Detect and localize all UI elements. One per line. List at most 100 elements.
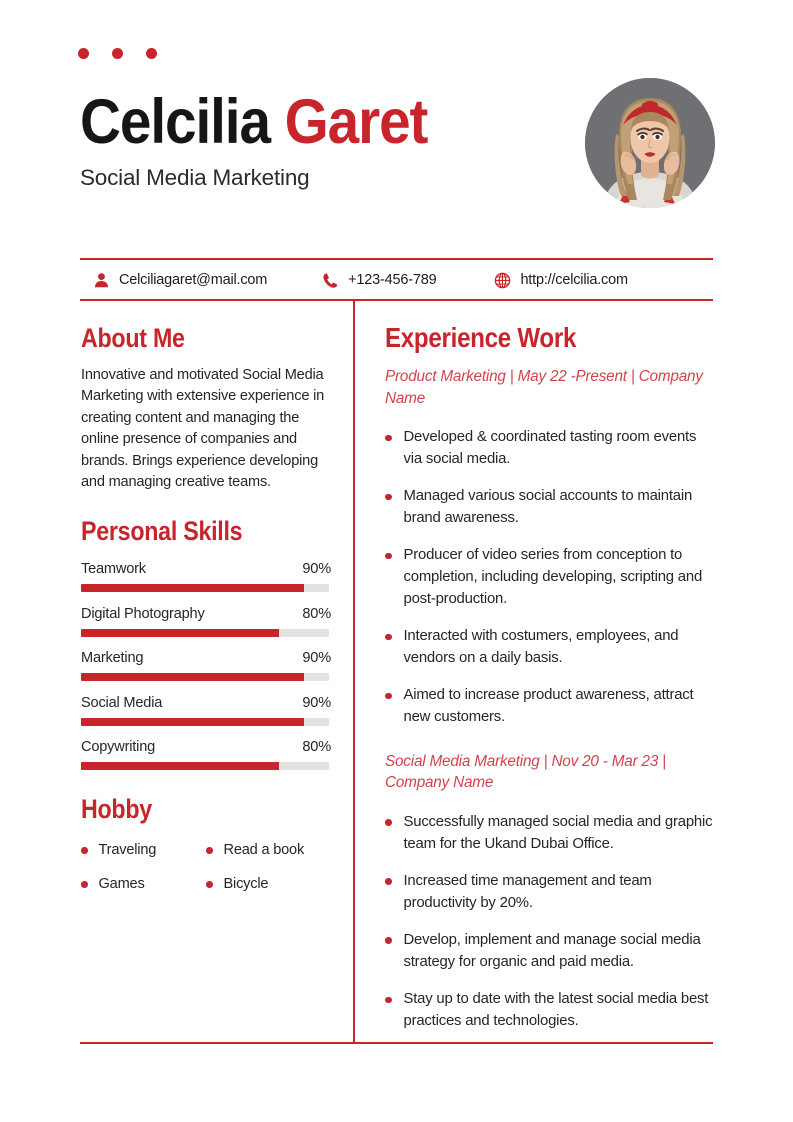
hobby-list: Traveling Read a book Games Bicycle (81, 842, 331, 892)
skill-item: Teamwork 90% (81, 561, 331, 593)
bullet-icon (385, 692, 392, 700)
job-bullet: Stay up to date with the latest social m… (385, 989, 713, 1033)
hobby-label: Traveling (98, 842, 157, 859)
job-bullet: Managed various social accounts to maint… (385, 486, 713, 530)
job-bullet: Producer of video series from conception… (385, 545, 713, 610)
contact-email-text: Celciliagaret@mail.com (119, 272, 268, 288)
skill-percent: 90% (302, 561, 331, 578)
job-bullet-text: Develop, implement and manage social med… (403, 931, 701, 970)
bullet-icon (385, 878, 392, 885)
avatar (585, 78, 715, 208)
skill-progress-fill (81, 628, 280, 637)
contact-website-text: http://celcilia.com (520, 272, 628, 288)
header: Celcilia Garet Social Media Marketing (80, 88, 720, 218)
skill-progress-track (81, 673, 329, 682)
bullet-icon (385, 633, 392, 641)
job-bullet-text: Producer of video series from conception… (403, 547, 703, 607)
job-bullet-text: Developed & coordinated tasting room eve… (403, 429, 697, 467)
person-icon (93, 272, 110, 289)
bullet-icon (385, 819, 392, 826)
contact-bar: Celciliagaret@mail.com +123-456-789 http… (80, 262, 713, 298)
skill-progress-fill (81, 762, 280, 771)
skill-percent: 90% (302, 694, 331, 711)
skills-title: Personal Skills (81, 516, 243, 547)
skill-label: Digital Photography (81, 605, 205, 622)
bullet-icon (206, 847, 213, 854)
job-heading: Product Marketing | May 22 -Present | Co… (385, 368, 703, 407)
left-column: About Me Innovative and motivated Social… (81, 322, 331, 892)
portrait-photo-icon (585, 78, 715, 208)
right-column: Experience Work Product Marketing | May … (385, 322, 713, 1048)
hobby-label: Bicycle (223, 876, 269, 893)
hobby-item: Read a book (206, 842, 331, 858)
skills-list: Teamwork 90% Digital Photography 80% Marketi… (81, 561, 331, 771)
contact-rule-bottom (80, 299, 713, 301)
hobby-item: Games (81, 876, 206, 892)
skills-section: Personal Skills Teamwork 90% Digital Photo… (81, 515, 331, 771)
job-bullet-text: Stay up to date with the latest social m… (403, 991, 709, 1029)
skill-progress-fill (81, 717, 305, 726)
skill-item: Marketing 90% (81, 650, 331, 682)
job-bullet: Aimed to increase product awareness, att… (385, 685, 713, 729)
job-bullet-text: Managed various social accounts to maint… (403, 488, 693, 526)
phone-icon (322, 272, 339, 289)
job-subtitle: Social Media Marketing (80, 165, 310, 190)
about-section: About Me Innovative and motivated Social… (81, 322, 331, 493)
skill-progress-fill (81, 584, 305, 593)
dot-icon (146, 48, 157, 59)
column-divider (353, 300, 355, 1042)
page-title: Celcilia Garet (80, 88, 656, 156)
job-bullet-list: Successfully managed social media and gr… (385, 812, 713, 1033)
skill-progress-track (81, 717, 329, 726)
job-bullet-text: Increased time management and team produ… (403, 872, 652, 911)
job-bullet: Interacted with costumers, employees, an… (385, 626, 713, 670)
bullet-icon (385, 996, 392, 1004)
hobby-item: Bicycle (206, 876, 331, 892)
first-name: Celcilia (80, 87, 271, 157)
job-bullet: Develop, implement and manage social med… (385, 930, 713, 974)
hobby-section: Hobby Traveling Read a book Games Bicycle (81, 793, 331, 892)
bullet-icon (385, 434, 392, 441)
skill-percent: 80% (302, 739, 331, 756)
about-text: Innovative and motivated Social Media Ma… (81, 367, 325, 491)
contact-phone[interactable]: +123-456-789 (322, 272, 437, 289)
skill-label: Teamwork (81, 561, 146, 578)
skill-item: Copywriting 80% (81, 739, 331, 771)
contact-email[interactable]: Celciliagaret@mail.com (93, 272, 267, 289)
skill-progress-track (81, 584, 329, 593)
bullet-icon (81, 847, 88, 854)
about-title: About Me (81, 323, 185, 353)
job-bullet-text: Successfully managed social media and gr… (403, 813, 713, 852)
job-bullet-text: Aimed to increase product awareness, att… (403, 687, 694, 725)
experience-list: Product Marketing | May 22 -Present | Co… (385, 366, 713, 1033)
job-heading: Social Media Marketing | Nov 20 - Mar 23… (385, 752, 666, 792)
contact-website[interactable]: http://celcilia.com (494, 272, 628, 289)
experience-job: Social Media Marketing | Nov 20 - Mar 23… (385, 751, 713, 1033)
skill-item: Digital Photography 80% (81, 606, 331, 637)
hobby-label: Read a book (223, 842, 305, 859)
contact-phone-text: +123-456-789 (348, 272, 437, 288)
decorative-dots (78, 48, 157, 59)
bullet-icon (385, 552, 392, 560)
hobby-label: Games (98, 876, 145, 893)
bullet-icon (206, 881, 213, 888)
globe-icon (494, 272, 511, 289)
job-bullet: Increased time management and team produ… (385, 871, 713, 915)
experience-job: Product Marketing | May 22 -Present | Co… (385, 366, 713, 729)
bullet-icon (385, 493, 392, 501)
skill-label: Marketing (81, 650, 144, 667)
skill-progress-track (81, 628, 329, 637)
contact-rule-top (80, 258, 713, 260)
job-bullet: Successfully managed social media and gr… (385, 812, 713, 856)
skill-progress-track (81, 762, 329, 771)
job-bullet-list: Developed & coordinated tasting room eve… (385, 427, 713, 729)
experience-title: Experience Work (385, 322, 577, 353)
skill-label: Social Media (81, 694, 163, 711)
bullet-icon (81, 881, 88, 888)
job-bullet: Developed & coordinated tasting room eve… (385, 427, 713, 471)
hobby-title: Hobby (81, 794, 152, 825)
hobby-item: Traveling (81, 842, 206, 858)
dot-icon (78, 48, 89, 59)
skill-percent: 90% (302, 650, 331, 667)
